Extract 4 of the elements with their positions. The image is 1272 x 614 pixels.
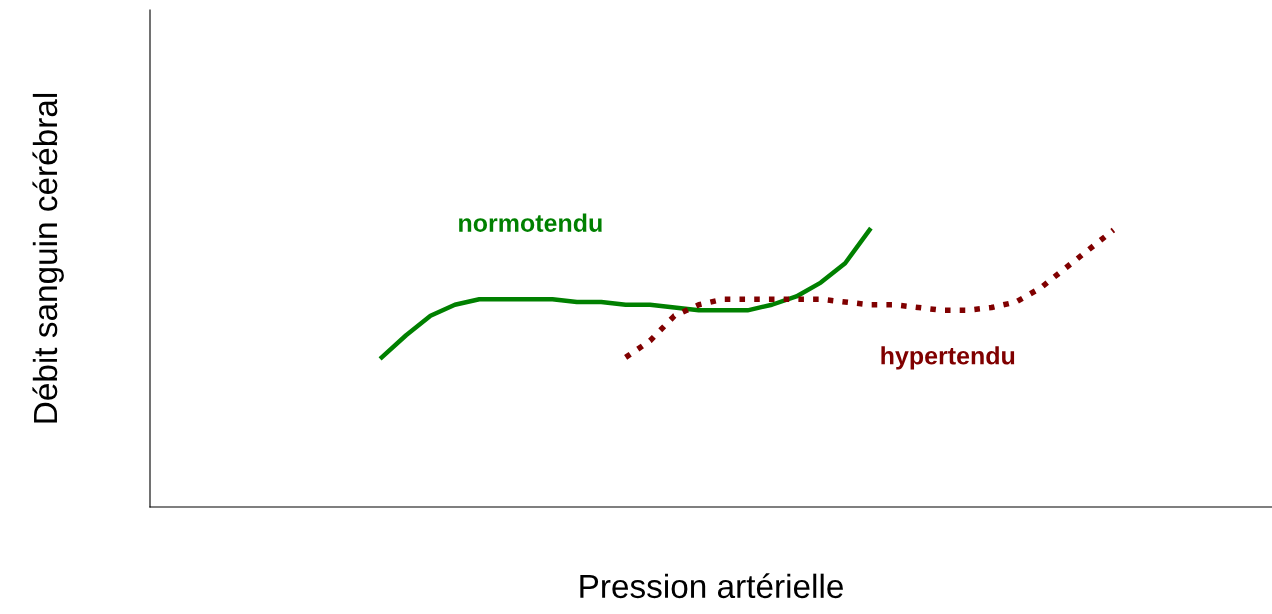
- x-axis-title: Pression artérielle: [580, 573, 843, 599]
- text: normotendu: [459, 213, 602, 232]
- series-label: hypertendu: [881, 346, 1015, 370]
- y-axis-title: Débit sanguin cérébral: [32, 93, 64, 423]
